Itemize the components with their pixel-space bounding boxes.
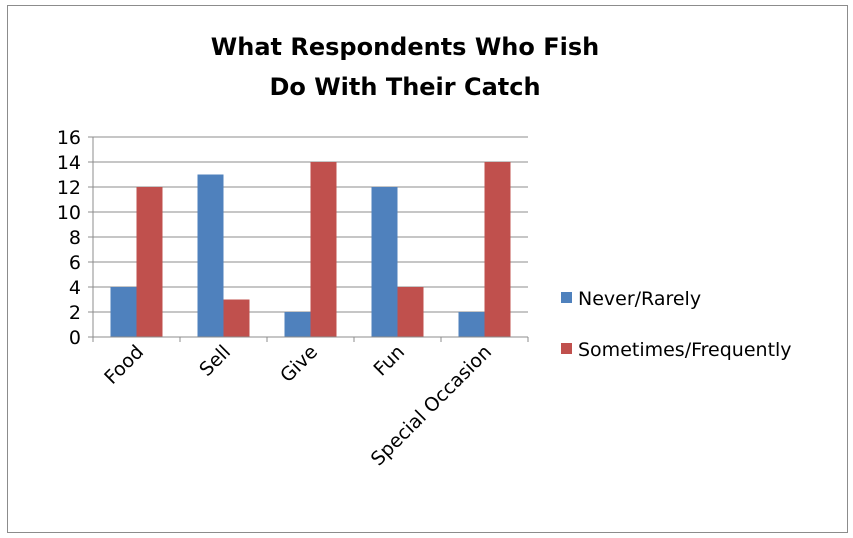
bar-never-rarely-give xyxy=(284,312,311,337)
y-tick-label: 10 xyxy=(57,202,81,224)
chart-title-line-1: What Respondents Who Fish xyxy=(211,33,599,61)
legend: Never/Rarely Sometimes/Frequently xyxy=(561,288,792,361)
legend-swatch xyxy=(561,292,572,303)
y-tick-label: 14 xyxy=(57,152,81,174)
legend-label: Sometimes/Frequently xyxy=(578,339,792,361)
y-axis-ticks: 0 2 4 6 8 10 12 14 16 xyxy=(57,127,81,349)
bar-sometimes-frequently-fun xyxy=(397,287,424,337)
y-tick-label: 4 xyxy=(69,277,81,299)
bar-never-rarely-sell xyxy=(197,174,224,337)
y-tick-label: 2 xyxy=(69,302,81,324)
bars xyxy=(110,162,511,337)
bar-chart: What Respondents Who Fish Do With Their … xyxy=(57,33,792,470)
y-tick-label: 12 xyxy=(57,177,81,199)
bar-sometimes-frequently-sell xyxy=(223,299,250,337)
bar-sometimes-frequently-give xyxy=(310,162,337,337)
bar-never-rarely-special-occasion xyxy=(458,312,485,337)
bar-sometimes-frequently-special-occasion xyxy=(484,162,511,337)
category-label: Food xyxy=(100,341,148,389)
category-label: Give xyxy=(276,341,322,387)
bar-never-rarely-food xyxy=(110,287,137,337)
y-tick-label: 6 xyxy=(69,252,81,274)
axes xyxy=(92,137,529,342)
bar-sometimes-frequently-food xyxy=(136,187,163,337)
bar-never-rarely-fun xyxy=(371,187,398,337)
category-label: Sell xyxy=(195,341,235,381)
y-tick-label: 8 xyxy=(69,227,81,249)
chart-title-line-2: Do With Their Catch xyxy=(269,73,540,101)
category-label: Fun xyxy=(369,341,409,381)
legend-label: Never/Rarely xyxy=(578,288,701,310)
chart-frame: What Respondents Who Fish Do With Their … xyxy=(7,5,848,533)
legend-swatch xyxy=(561,343,572,354)
y-tick-label: 16 xyxy=(57,127,81,149)
y-tick-label: 0 xyxy=(69,327,81,349)
